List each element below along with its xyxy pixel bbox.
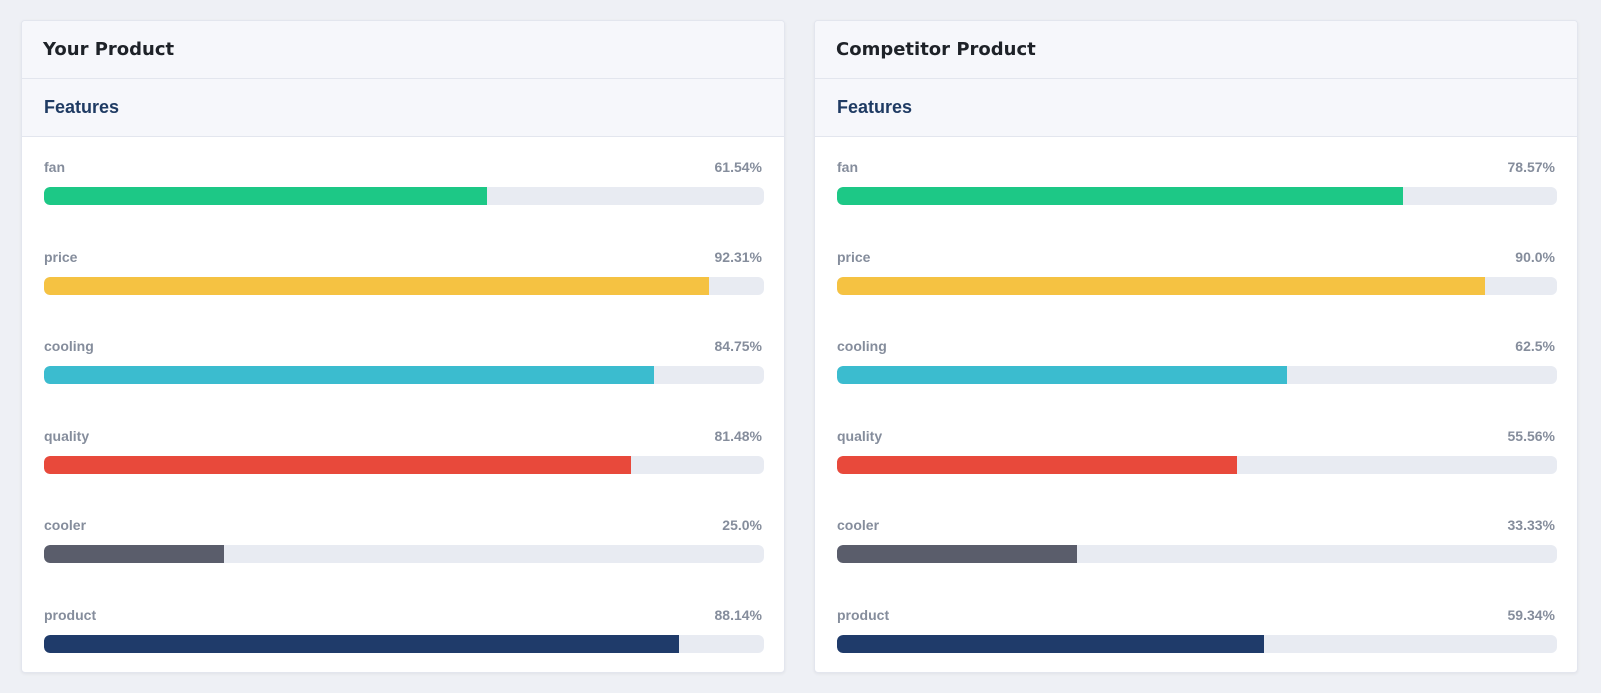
feature-row-quality: quality 81.48% (44, 427, 764, 518)
progress-fill (44, 545, 224, 563)
progress-fill (44, 634, 679, 653)
feature-list: fan 78.57% price 90.0% cooling (815, 137, 1577, 673)
feature-percent: 90.0% (1515, 248, 1555, 265)
feature-percent: 61.54% (714, 159, 762, 175)
progress-track (44, 276, 764, 295)
progress-track (837, 366, 1557, 384)
progress-fill (837, 276, 1485, 295)
feature-label: product (44, 606, 97, 623)
progress-track (44, 634, 764, 653)
feature-label: cooler (44, 517, 87, 533)
feature-label: price (837, 248, 871, 265)
progress-track (44, 545, 764, 563)
progress-track (837, 187, 1557, 205)
features-section-header: Features (22, 79, 784, 137)
progress-fill (44, 276, 709, 295)
card-title: Competitor Product (836, 39, 1036, 60)
feature-label: cooling (44, 338, 94, 354)
progress-fill (44, 366, 655, 384)
progress-track (837, 455, 1557, 474)
card-header: Competitor Product (815, 21, 1577, 79)
feature-label: quality (837, 427, 883, 444)
progress-fill (44, 455, 631, 474)
feature-row-price: price 90.0% (837, 248, 1557, 339)
progress-track (837, 634, 1557, 653)
feature-percent: 33.33% (1507, 517, 1555, 533)
card-title: Your Product (43, 39, 175, 60)
card-header: Your Product (22, 21, 784, 79)
progress-track (44, 455, 764, 474)
progress-fill (44, 187, 488, 205)
feature-percent: 92.31% (714, 248, 762, 265)
features-title: Features (837, 97, 913, 117)
competitor-product-card: Competitor Product Features fan 78.57% p… (814, 20, 1578, 673)
progress-fill (837, 634, 1265, 653)
feature-list: fan 61.54% price 92.31% cooling (22, 137, 784, 673)
progress-track (837, 545, 1557, 563)
feature-row-product: product 59.34% (837, 606, 1557, 673)
feature-label: fan (44, 159, 65, 175)
features-title: Features (44, 97, 120, 117)
feature-label: cooler (837, 517, 880, 533)
progress-track (837, 276, 1557, 295)
feature-label: product (837, 606, 890, 623)
feature-row-product: product 88.14% (44, 606, 764, 673)
feature-row-quality: quality 55.56% (837, 427, 1557, 518)
feature-label: fan (837, 159, 858, 175)
feature-label: quality (44, 427, 90, 444)
your-product-card: Your Product Features fan 61.54% price 9… (21, 20, 785, 673)
feature-row-fan: fan 78.57% (837, 159, 1557, 249)
feature-label: price (44, 248, 78, 265)
progress-track (44, 366, 764, 384)
feature-row-cooler: cooler 33.33% (837, 517, 1557, 607)
feature-percent: 55.56% (1507, 427, 1555, 444)
feature-label: cooling (837, 338, 887, 354)
feature-row-cooling: cooling 62.5% (837, 338, 1557, 428)
feature-row-cooler: cooler 25.0% (44, 517, 764, 607)
feature-percent: 59.34% (1507, 606, 1555, 623)
feature-percent: 25.0% (722, 517, 762, 533)
features-section-header: Features (815, 79, 1577, 137)
feature-row-cooling: cooling 84.75% (44, 338, 764, 428)
progress-track (44, 187, 764, 205)
progress-fill (837, 545, 1077, 563)
progress-fill (837, 366, 1287, 384)
feature-percent: 62.5% (1515, 338, 1555, 354)
feature-percent: 88.14% (714, 606, 762, 623)
progress-fill (837, 455, 1238, 474)
feature-percent: 81.48% (714, 427, 762, 444)
progress-fill (837, 187, 1403, 205)
feature-row-price: price 92.31% (44, 248, 764, 339)
feature-row-fan: fan 61.54% (44, 159, 764, 249)
feature-percent: 84.75% (714, 338, 762, 354)
feature-percent: 78.57% (1507, 159, 1555, 175)
